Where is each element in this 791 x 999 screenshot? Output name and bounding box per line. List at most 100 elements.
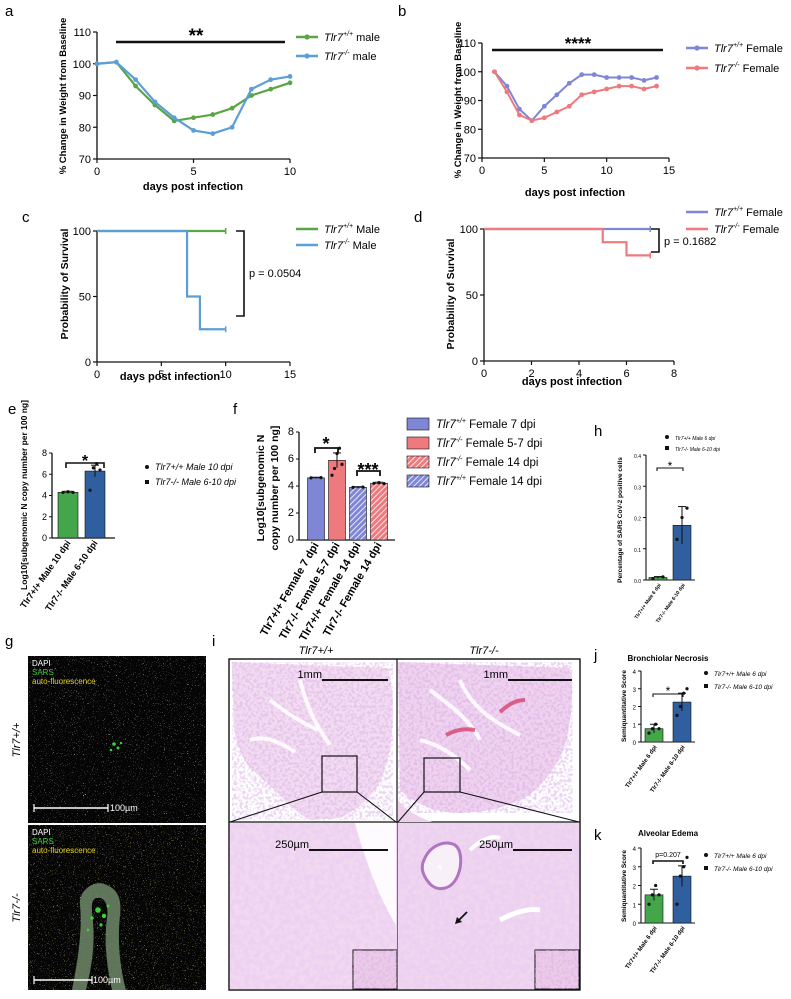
panel-letter-k: k (594, 827, 602, 844)
chart-f-point (340, 462, 344, 466)
chart-a-point (287, 74, 293, 79)
i-asterisk: * (437, 861, 443, 877)
chart-f-point (319, 476, 323, 480)
chart-d-xticks: 0 2 4 6 8 (481, 361, 677, 380)
panel-letter-f: f (233, 401, 238, 418)
chart-h-ytick-label: 0.2 (634, 517, 641, 523)
chart-h-legend-label: Tlr7+/+ Male 6 dpi (675, 436, 716, 442)
g-top-label-auto: auto-fluorescence (32, 677, 96, 686)
chart-f-significance-1: * (322, 434, 329, 454)
chart-d-xtick-label: 0 (481, 368, 487, 380)
airway-bottom (72, 883, 126, 990)
i-top-left-lobe (229, 662, 397, 823)
chart-d-xtick-label: 6 (623, 368, 629, 380)
chart-f-legend-swatch (406, 417, 430, 431)
chart-b-point (566, 103, 572, 109)
chart-e-ytick-label: 8 (42, 448, 47, 458)
chart-c-legend-label: Tlr7-/- Male (324, 239, 376, 252)
chart-f-ytick-label: 4 (288, 480, 294, 492)
chart-j-ytick-label: 1 (633, 723, 637, 729)
chart-h-ytick-label: 0.0 (634, 579, 641, 585)
chart-b-point (529, 118, 535, 124)
chart-k-ytick-label: 3 (633, 866, 637, 872)
chart-a-ylabel: % Change in Weight from Baseline (58, 18, 69, 175)
chart-k-point (678, 874, 682, 878)
panel-letter-i: i (212, 633, 215, 650)
chart-c: 0 50 100 0 5 10 15 p = 0.0504 days post infec… (59, 223, 380, 383)
chart-c-xtick-label: 10 (220, 369, 232, 381)
chart-b-point (554, 109, 560, 115)
chart-c-xticks: 0 5 10 15 (94, 362, 296, 381)
chart-k-point (657, 893, 661, 897)
chart-e-ytick-label: 4 (42, 491, 47, 501)
chart-b-point (504, 89, 510, 95)
chart-k-ytick-label: 4 (633, 847, 637, 853)
chart-h-sig-bracket (656, 467, 684, 471)
chart-e-point (61, 490, 65, 494)
chart-f-point (382, 481, 386, 486)
chart-f-ylabel-2: copy number per 100 ng] (269, 426, 281, 551)
chart-k-significance: p=0.207 (655, 852, 681, 859)
g-bottom-label-sars: SARS (32, 837, 54, 846)
chart-k-title: Alveolar Edema (638, 829, 699, 838)
chart-a-point (191, 115, 196, 121)
chart-j-significance: * (666, 684, 671, 698)
chart-a-point (210, 112, 216, 117)
chart-a-significance: ** (189, 26, 204, 47)
chart-a-ytick-label: 90 (79, 91, 91, 103)
g-top-label-sars: SARS (32, 668, 54, 677)
chart-c-xtick-label: 0 (94, 369, 100, 381)
i-scale-label-top-right: 1mm (484, 669, 508, 681)
chart-b-point (654, 83, 659, 89)
chart-a-point (171, 115, 177, 121)
chart-e-point (98, 468, 102, 472)
chart-f-legend-label: Tlr7-/- Female 5-7 dpi (436, 437, 542, 450)
g-bottom-label-auto: auto-fluorescence (32, 846, 96, 855)
g-top-scale-label: 100µm (110, 803, 138, 813)
chart-f-legend-label: Tlr7+/+ Female 14 dpi (436, 475, 542, 488)
chart-a-xtick-label: 5 (190, 166, 196, 178)
chart-b-xtick-label: 10 (601, 165, 613, 177)
chart-d-legend-label: Tlr7-/- Female (714, 223, 779, 236)
chart-j-legend-label: Tlr7+/+ Male 6 dpi (714, 671, 767, 678)
chart-b-point (591, 72, 597, 78)
chart-b-yticks: 70 80 90 100 110 (458, 38, 482, 165)
chart-b-point (591, 89, 597, 95)
chart-d-ytick-label: 0 (472, 356, 478, 368)
panel-letter-j: j (593, 647, 597, 664)
chart-f-bar-2 (349, 487, 367, 541)
chart-a-legend-label: Tlr7-/- male (324, 50, 376, 63)
chart-f-legend-label: Tlr7-/- Female 14 dpi (436, 456, 539, 469)
chart-e-sig-bracket (65, 462, 105, 468)
chart-f-ytick-label: 8 (288, 426, 294, 438)
chart-k-sig-bracket (652, 860, 684, 864)
chart-j-ytick-label: 3 (633, 688, 637, 694)
chart-k-legend-label: Tlr7+/+ Male 6 dpi (714, 853, 767, 860)
chart-a-point (191, 128, 196, 133)
chart-k-legend-label: Tlr7-/- Male 6-10 dpi (714, 866, 773, 873)
chart-d-legend: Tlr7+/+ Female Tlr7-/- Female (686, 206, 783, 236)
chart-f-ytick-label: 6 (288, 453, 294, 465)
chart-f-legend-label: Tlr7+/+ Female 7 dpi (436, 418, 536, 431)
chart-a: 70 80 90 100 110 0 5 10 ** days post infection… (58, 18, 380, 193)
chart-d-series (484, 226, 651, 259)
chart-f-ytick-label: 2 (288, 507, 294, 519)
chart-h-point (675, 537, 679, 541)
chart-c-xlabel: days post infection (120, 371, 221, 383)
chart-j-sig-bracket (652, 693, 684, 697)
chart-h-point (680, 515, 684, 520)
chart-b-xlabel: days post infection (525, 187, 626, 199)
chart-j-point (675, 713, 679, 717)
micrograph-g-top: DAPI SARS auto-fluorescence 100µm (28, 656, 206, 823)
chart-b-point (492, 69, 497, 75)
chart-a-ytick-label: 110 (73, 27, 91, 39)
chart-h: 0.0 0.1 0.2 0.3 0.4 Tlr7+/+ Male 6 dpi Tlr7-/… (617, 435, 721, 624)
chart-a-point (94, 61, 100, 67)
chart-e-ytick-label: 6 (42, 469, 47, 479)
chart-k-point (647, 902, 651, 906)
chart-b-xtick-label: 0 (479, 165, 485, 177)
chart-h-ylabel: Percentage of SARS CoV-2 positive cells (617, 457, 624, 583)
chart-k: Alveolar Edema 0 1 2 3 4 Tlr7+/+ Male 6 dpi T… (621, 829, 773, 975)
chart-e-ytick-label: 0 (42, 533, 47, 543)
chart-k-point (650, 893, 654, 897)
